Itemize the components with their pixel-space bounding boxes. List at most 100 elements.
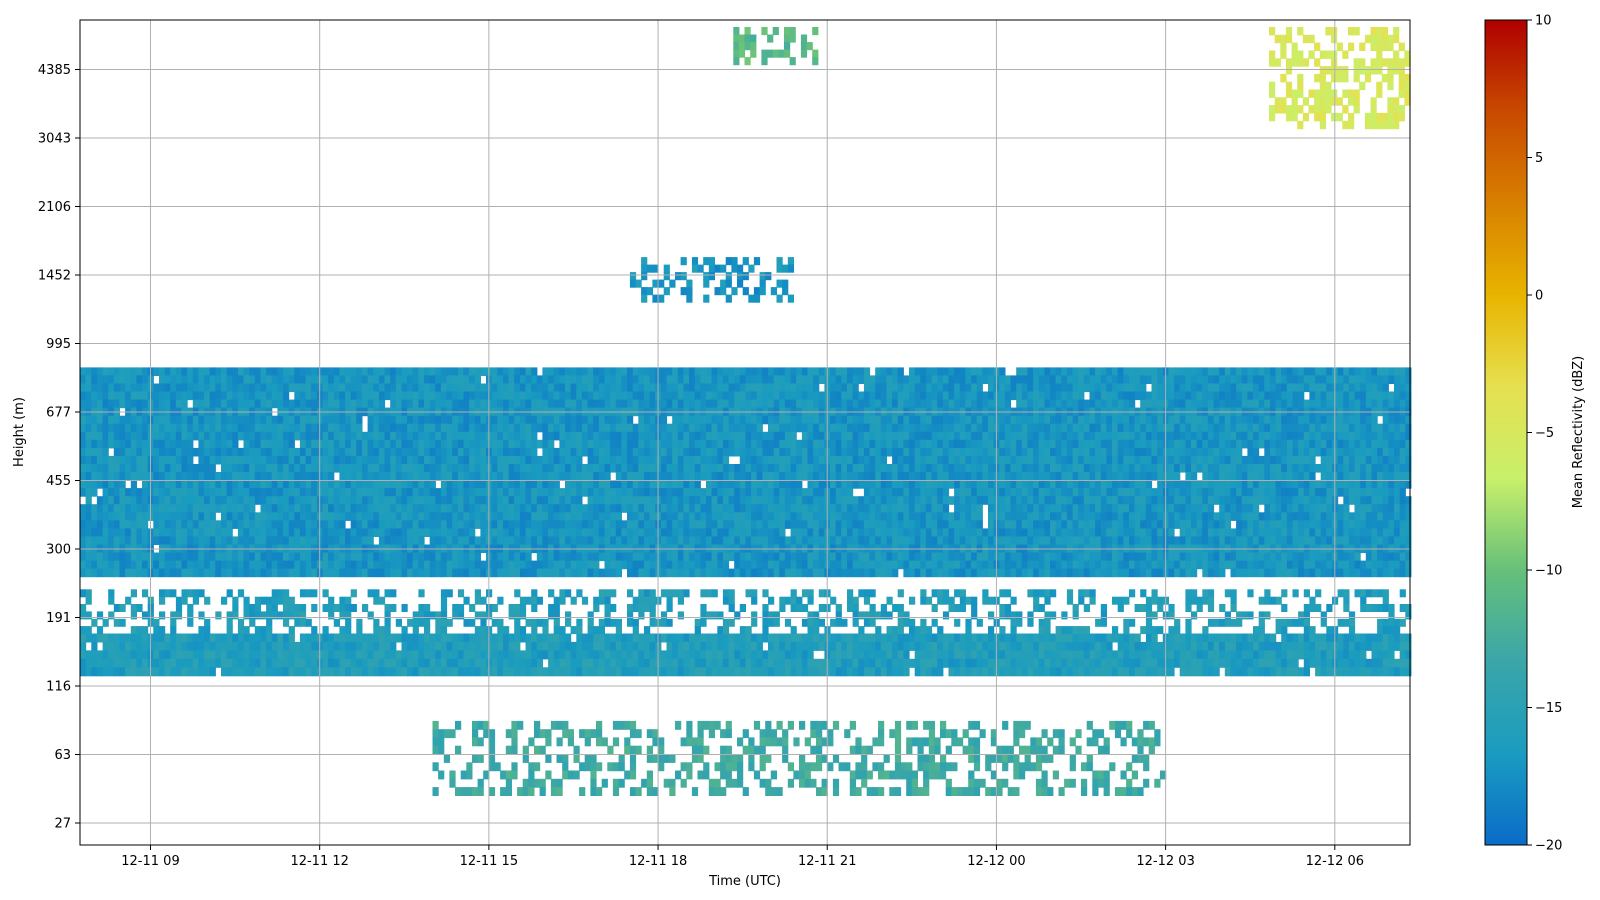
heatmap-cell: [565, 496, 572, 505]
heatmap-cell: [260, 528, 267, 537]
heatmap-cell: [215, 399, 222, 409]
heatmap-cell: [440, 568, 448, 578]
heatmap-cell: [412, 439, 419, 449]
heatmap-cell: [440, 488, 448, 497]
heatmap-cell: [937, 488, 944, 497]
heatmap-cell: [333, 520, 340, 529]
heatmap-cell: [1100, 415, 1107, 425]
heatmap-cell: [440, 504, 448, 513]
heatmap-cell: [971, 383, 978, 393]
heatmap-cell: [1151, 496, 1158, 505]
heatmap-cell: [976, 391, 983, 401]
heatmap-cell: [1112, 552, 1119, 562]
heatmap-cell: [435, 520, 442, 529]
heatmap-cell: [531, 383, 538, 393]
heatmap-cell: [638, 383, 645, 393]
heatmap-cell: [565, 536, 572, 545]
heatmap-cell: [1112, 480, 1119, 489]
heatmap-cell: [243, 480, 250, 489]
heatmap-cell: [96, 568, 104, 578]
heatmap-cell: [813, 568, 820, 578]
heatmap-cell: [666, 504, 673, 513]
heatmap-cell: [880, 447, 887, 457]
heatmap-cell: [576, 472, 583, 481]
heatmap-cell: [1089, 447, 1096, 457]
heatmap-cell: [1129, 375, 1136, 384]
heatmap-cell: [762, 447, 769, 457]
heatmap-cell: [773, 488, 780, 497]
heatmap-cell: [1151, 504, 1158, 513]
heatmap-cell: [221, 536, 228, 545]
heatmap-cell: [249, 560, 256, 570]
heatmap-cell: [390, 512, 397, 521]
heatmap-cell: [903, 464, 910, 473]
heatmap-cell: [1027, 399, 1034, 409]
heatmap-cell: [1050, 520, 1057, 529]
heatmap-cell: [412, 504, 419, 513]
heatmap-cell: [615, 504, 622, 513]
heatmap-cell: [452, 391, 459, 401]
heatmap-cell: [119, 367, 126, 376]
heatmap-cell: [102, 568, 109, 578]
heatmap-cell: [818, 480, 825, 489]
heatmap-cell: [463, 439, 470, 449]
heatmap-cell: [925, 480, 933, 489]
heatmap-cell: [373, 447, 380, 457]
heatmap-cell: [440, 560, 448, 570]
heatmap-cell: [689, 391, 696, 401]
heatmap-cell: [1010, 391, 1017, 401]
heatmap-cell: [694, 560, 701, 570]
heatmap-cell: [982, 391, 989, 401]
heatmap-cell: [232, 439, 239, 449]
heatmap-cell: [959, 423, 966, 433]
heatmap-cell: [1100, 496, 1107, 505]
heatmap-cell: [401, 504, 408, 513]
heatmap-cell: [937, 464, 944, 473]
heatmap-cell: [863, 391, 871, 401]
heatmap-cell: [971, 552, 978, 562]
heatmap-cell: [745, 528, 752, 537]
heatmap-cell: [988, 399, 995, 409]
heatmap-cell: [553, 536, 560, 545]
heatmap-cell: [1033, 560, 1040, 570]
heatmap-cell: [333, 504, 340, 513]
heatmap-cell: [130, 431, 137, 441]
heatmap-cell: [322, 488, 329, 497]
heatmap-cell: [784, 439, 792, 449]
heatmap-cell: [401, 367, 408, 376]
heatmap-cell: [728, 528, 735, 537]
heatmap-cell: [672, 439, 679, 449]
heatmap-cell: [1089, 504, 1096, 513]
heatmap-cell: [531, 415, 538, 425]
heatmap-cell: [322, 496, 329, 505]
heatmap-cell: [367, 536, 374, 545]
heatmap-cell: [153, 528, 160, 537]
heatmap-cell: [988, 560, 995, 570]
heatmap-cell: [570, 520, 577, 529]
heatmap-cell: [452, 504, 459, 513]
heatmap-cell: [1066, 512, 1074, 521]
heatmap-cell: [1117, 447, 1124, 457]
heatmap-cell: [807, 488, 814, 497]
heatmap-cell: [863, 528, 871, 537]
heatmap-cell: [666, 536, 673, 545]
heatmap-cell: [976, 431, 983, 441]
heatmap-cell: [175, 447, 183, 457]
heatmap-cell: [395, 439, 402, 449]
heatmap-cell: [548, 520, 555, 529]
heatmap-cell: [863, 520, 871, 529]
heatmap-cell: [209, 383, 216, 393]
heatmap-cell: [1145, 464, 1153, 473]
heatmap-cell: [886, 552, 893, 562]
heatmap-cell: [85, 552, 92, 562]
heatmap-cell: [362, 375, 369, 384]
heatmap-cell: [959, 552, 966, 562]
heatmap-cell: [328, 431, 335, 441]
heatmap-cell: [1044, 512, 1051, 521]
heatmap-cell: [959, 496, 966, 505]
heatmap-cell: [418, 464, 425, 473]
heatmap-cell: [243, 552, 250, 562]
heatmap-cell: [237, 431, 245, 441]
heatmap-cell: [237, 520, 245, 529]
heatmap-cell: [959, 431, 966, 441]
